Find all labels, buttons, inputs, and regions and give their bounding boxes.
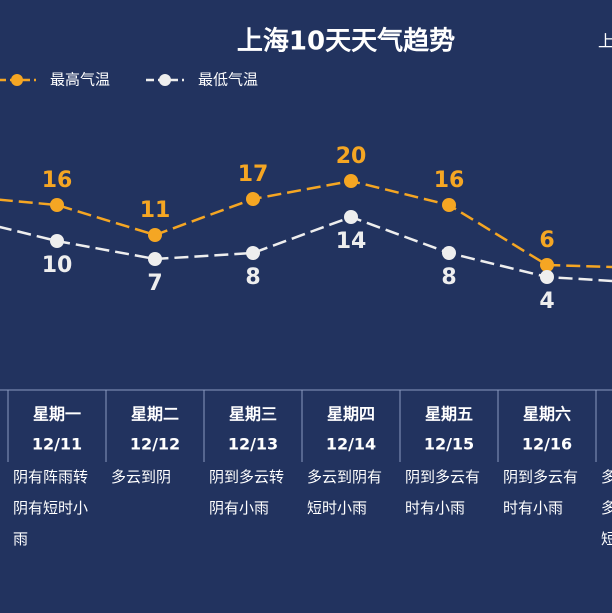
date-label: 12/12: [130, 435, 180, 454]
chart-title: 上海10天天气趋势: [237, 26, 455, 57]
data-label: 20: [336, 144, 367, 169]
weekday-label: 星期六: [523, 405, 571, 424]
data-point: [540, 258, 554, 272]
data-label: 8: [245, 265, 260, 290]
date-label: 12/15: [424, 435, 474, 454]
date-label: 12/13: [228, 435, 278, 454]
data-label: 17: [238, 162, 269, 187]
data-point: [246, 246, 260, 260]
date-label: 12/11: [32, 435, 82, 454]
data-point: [442, 246, 456, 260]
series-line: [0, 179, 612, 269]
data-point: [148, 252, 162, 266]
weather-text: 阴到多云有时有小雨: [503, 468, 579, 517]
data-label: 14: [336, 229, 367, 254]
data-label: 7: [147, 271, 162, 296]
data-label: 11: [140, 198, 171, 223]
data-label: 16: [42, 168, 73, 193]
legend-marker: [11, 74, 23, 86]
weekday-label: 星期四: [327, 405, 375, 424]
weather-text: 多云到阴有短时小雨: [307, 468, 383, 517]
date-label: 12/16: [522, 435, 572, 454]
legend-marker: [159, 74, 171, 86]
chart-subtitle: 上: [598, 32, 612, 51]
data-point: [50, 198, 64, 212]
data-point: [344, 174, 358, 188]
series-line: [0, 215, 612, 283]
data-label: 10: [42, 253, 73, 278]
weekday-label: 星期三: [229, 405, 277, 424]
data-label: 6: [539, 228, 554, 253]
data-point: [246, 192, 260, 206]
weather-text: 阴到多云有时有小雨: [405, 468, 481, 517]
date-label: 12/14: [326, 435, 376, 454]
data-label: 8: [441, 265, 456, 290]
weather-text: 多多短: [601, 468, 612, 548]
weekday-label: 星期二: [131, 405, 179, 424]
data-point: [344, 210, 358, 224]
legend-label: 最低气温: [198, 71, 258, 89]
weekday-label: 星期五: [425, 405, 473, 424]
data-point: [50, 234, 64, 248]
data-label: 4: [539, 289, 554, 314]
legend-label: 最高气温: [50, 71, 110, 89]
weather-text: 阴有阵雨转阴有短时小雨: [13, 468, 89, 548]
weekday-label: 星期一: [33, 405, 81, 424]
weather-text: 阴到多云转阴有小雨: [209, 468, 285, 517]
data-point: [540, 270, 554, 284]
weather-text: 多云到阴: [111, 468, 172, 486]
data-point: [148, 228, 162, 242]
data-point: [442, 198, 456, 212]
data-label: 16: [434, 168, 465, 193]
